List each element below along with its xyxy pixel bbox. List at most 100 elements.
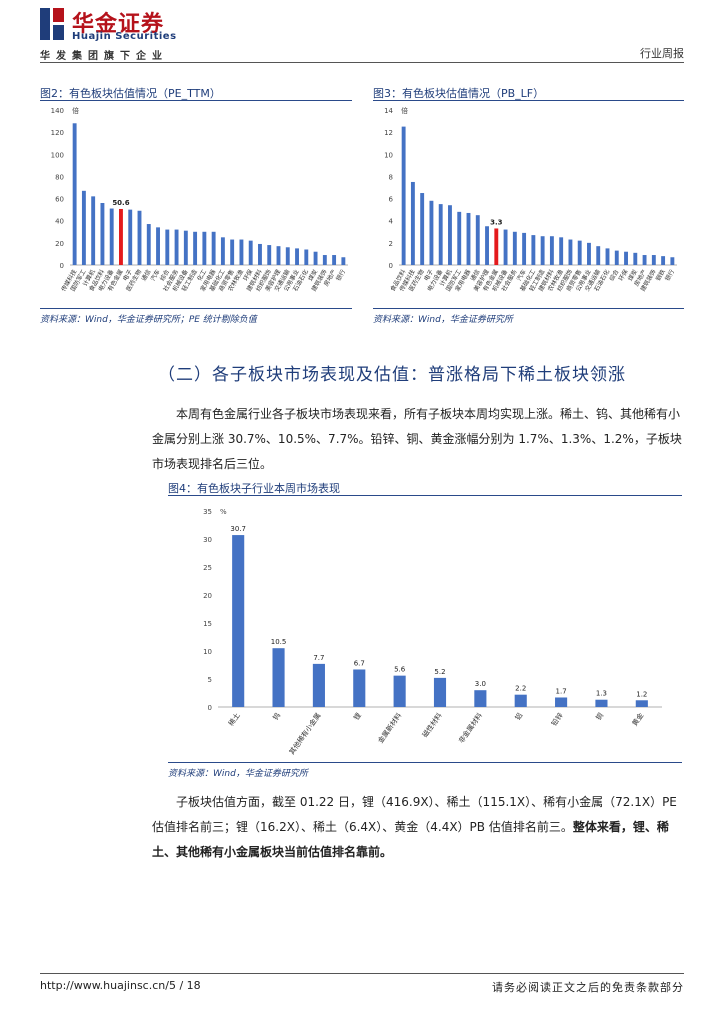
fig2-bar <box>313 251 318 265</box>
fig2-source: 资料来源：Wind，华金证券研究所；PE 统计剔除负值 <box>40 315 257 325</box>
paragraph-2: 子板块估值方面，截至 01.22 日，锂（416.9X）、稀土（115.1X）、… <box>152 790 682 865</box>
fig4-bar <box>474 690 487 707</box>
fig3-bar <box>531 235 536 265</box>
fig4-bar <box>635 700 648 707</box>
fig3-bar <box>429 200 434 265</box>
fig2-bar <box>72 123 77 266</box>
fig4-category-label: 锂 <box>352 711 363 722</box>
fig2-bar <box>128 209 133 265</box>
fig2-bar <box>146 224 151 265</box>
fig4-data-label: 5.6 <box>394 666 406 674</box>
fig4-bar <box>595 699 608 707</box>
fig3-bar <box>401 126 406 265</box>
fig4-category-label: 金属新材料 <box>376 711 403 745</box>
fig2-bar <box>193 231 198 265</box>
fig2-bar <box>91 196 96 265</box>
fig2-title-rule <box>40 100 352 101</box>
fig4-category-label: 铜 <box>594 711 605 722</box>
fig3-bar <box>549 236 554 265</box>
fig2-ytick: 40 <box>55 218 64 226</box>
fig2-data-label: 50.6 <box>112 199 129 207</box>
fig4-data-label: 6.7 <box>354 659 365 667</box>
fig2-bar <box>137 210 142 265</box>
fig4-ytick: 0 <box>208 704 212 712</box>
fig2-bar <box>220 237 225 265</box>
fig4-data-label: 1.2 <box>636 690 647 698</box>
fig4-category-label: 铝 <box>513 711 524 722</box>
fig4-data-label: 5.2 <box>434 668 445 676</box>
fig4-ytick: 5 <box>208 676 212 684</box>
fig3-bar <box>410 181 415 265</box>
fig4-chart: 0 5 10 15 20 25 30 35 % 30.7 稀土 10.5 钨 7.7 其他稀有小金属 6.7 锂… <box>203 508 662 756</box>
fig3-bar <box>577 240 582 265</box>
footer-disclaimer: 请务必阅读正文之后的免责条款部分 <box>492 981 684 994</box>
fig2-bar <box>202 231 207 265</box>
slogan: 华发集团旗下企业 <box>40 51 168 62</box>
fig4-title: 图4：有色板块子行业本周市场表现 <box>168 482 340 495</box>
fig4-ytick: 35 <box>203 508 212 516</box>
section-title: （二）各子板块市场表现及估值：普涨格局下稀土板块领涨 <box>158 365 626 385</box>
fig3-bar <box>633 252 638 265</box>
fig2-bar <box>109 208 114 265</box>
fig3-bar <box>670 257 675 265</box>
fig2-bar <box>267 245 272 265</box>
fig2-ytick: 20 <box>55 240 64 248</box>
fig4-source: 资料来源：Wind，华金证券研究所 <box>168 769 308 779</box>
fig2-bar <box>239 239 244 265</box>
fig2-ytick: 120 <box>51 129 64 137</box>
footer-divider <box>40 973 684 974</box>
fig4-category-label: 非金属材料 <box>457 711 484 745</box>
fig3-bar <box>438 204 443 265</box>
paragraph-2-text: 子板块估值方面，截至 01.22 日，锂（416.9X）、稀土（115.1X）、… <box>152 795 677 834</box>
fig3-bar <box>448 205 452 265</box>
footer-url[interactable]: http://www.huajinsc.cn/5 / 18 <box>40 979 201 992</box>
fig2-bar <box>285 247 290 265</box>
fig4-data-label: 1.7 <box>556 687 567 695</box>
fig2-bar <box>258 243 262 265</box>
fig4-bar <box>514 694 527 707</box>
fig2-ytick: 60 <box>55 196 64 204</box>
fig2-bar <box>211 231 216 265</box>
fig3-bar <box>475 215 480 265</box>
fig2-bar <box>183 230 188 265</box>
fig3-ytick: 0 <box>389 262 393 270</box>
fig3-bar <box>522 232 527 265</box>
fig4-category-label: 铅锌 <box>549 711 564 728</box>
fig2-bar <box>248 240 253 265</box>
fig3-title: 图3：有色板块估值情况（PB_LF） <box>373 87 545 100</box>
paragraph-2-conclusion: 整体来看，锂、稀土、其他稀有小金属板块当前估值排名靠前。 <box>152 820 669 859</box>
fig2-bar <box>304 249 309 265</box>
fig4-data-label: 7.7 <box>313 654 324 662</box>
fig4-ytick: 30 <box>203 536 212 544</box>
fig4-bar <box>393 675 406 707</box>
fig3-source: 资料来源：Wind，华金证券研究所 <box>373 315 513 325</box>
fig3-bar <box>503 229 508 265</box>
fig4-category-label: 稀土 <box>226 711 241 728</box>
fig3-bottom-rule <box>373 308 684 309</box>
fig3-bar <box>605 248 610 265</box>
fig2-bar <box>322 255 327 265</box>
fig2-ytick: 0 <box>60 262 64 270</box>
fig4-category-label: 黄金 <box>630 711 645 728</box>
fig3-bar <box>642 255 647 265</box>
logo-mark-icon <box>40 8 64 40</box>
fig4-ytick: 10 <box>203 648 212 656</box>
fig2-bar <box>174 229 179 265</box>
fig2-category-label: 银行 <box>334 268 347 282</box>
fig3-ytick: 4 <box>389 218 394 226</box>
fig2-bottom-rule <box>40 308 352 309</box>
fig3-ytick: 8 <box>389 173 393 181</box>
report-type: 行业周报 <box>640 47 684 60</box>
fig3-category-label: 银行 <box>663 268 676 282</box>
fig2-bar <box>332 255 337 265</box>
fig3-ytick: 2 <box>389 240 393 248</box>
fig2-bar <box>119 208 123 265</box>
fig2-bar <box>156 227 160 265</box>
fig3-y-unit: 倍 <box>401 106 408 115</box>
fig3-bar <box>661 256 666 265</box>
fig3-bar <box>559 237 564 265</box>
fig3-bar <box>651 255 656 265</box>
logo-english: Huajin Securities <box>72 31 177 42</box>
